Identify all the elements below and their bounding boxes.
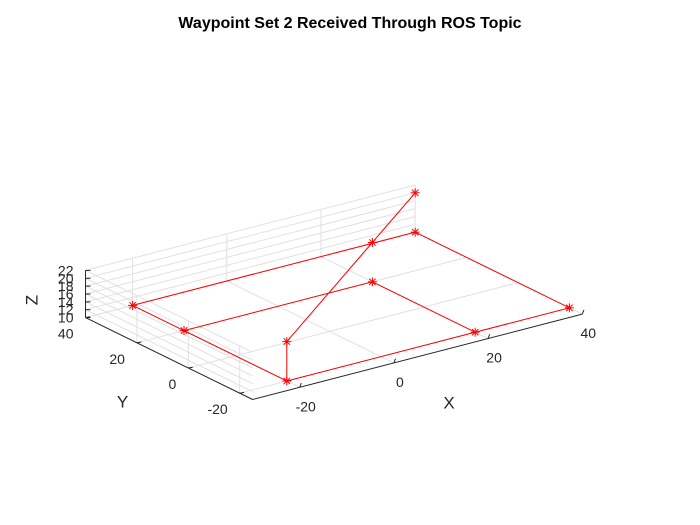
x-tick-label: 0 (396, 374, 404, 390)
x-tick (581, 309, 585, 315)
y-tick (136, 341, 142, 344)
grid-line (85, 285, 253, 369)
data-series (128, 188, 574, 386)
z-tick-label: 22 (58, 262, 74, 278)
data-point-marker (564, 303, 574, 313)
x-axis-line (252, 313, 583, 400)
z-tick-label: 20 (58, 270, 74, 286)
data-point-marker (128, 300, 138, 310)
x-axis-label: X (443, 394, 454, 413)
data-point-marker (367, 238, 377, 247)
grid-line (85, 184, 416, 271)
grid-line (85, 192, 416, 279)
z-tick-label: 14 (58, 294, 74, 310)
axes (85, 270, 583, 400)
data-point-marker (410, 227, 420, 237)
grid-line (85, 277, 253, 361)
z-tick-label: 18 (58, 278, 74, 294)
y-tick-label: 40 (58, 326, 74, 342)
z-tick-label: 16 (58, 286, 74, 302)
data-point-marker (470, 327, 480, 337)
z-axis-label: Z (23, 295, 42, 305)
y-tick-label: 20 (109, 351, 125, 367)
x-tick (393, 358, 396, 364)
z-tick-label: 12 (58, 302, 74, 318)
grid-line (85, 223, 416, 311)
grid-line (85, 309, 253, 393)
data-point-marker (179, 326, 189, 336)
chart-title: Waypoint Set 2 Received Through ROS Topi… (178, 15, 522, 32)
y-axis-line (85, 317, 253, 400)
x-tick-label: 40 (581, 325, 597, 341)
x-tick-label: -20 (296, 398, 316, 414)
grid-line (85, 216, 416, 303)
x-tick (487, 334, 491, 339)
grid-line (226, 280, 395, 364)
y-tick (188, 366, 193, 369)
y-tick (239, 391, 245, 394)
data-point-marker (410, 188, 420, 198)
z-tick-label: 10 (58, 310, 74, 326)
data-point-marker (367, 277, 377, 287)
x-tick-label: 20 (486, 350, 502, 366)
data-point-marker (282, 376, 292, 386)
grid-line (85, 269, 253, 353)
tick-marks (85, 269, 585, 394)
x-tick (299, 382, 302, 388)
y-axis-label: Y (117, 392, 128, 411)
grid-line (85, 208, 416, 295)
grid-line (85, 301, 253, 385)
grid-line (85, 200, 416, 287)
data-point-marker (282, 337, 292, 347)
y-tick-label: 0 (169, 376, 177, 392)
grid-line (188, 282, 519, 369)
series-line (131, 192, 571, 382)
y-tick-label: -20 (207, 401, 227, 417)
grid-line (85, 293, 253, 377)
